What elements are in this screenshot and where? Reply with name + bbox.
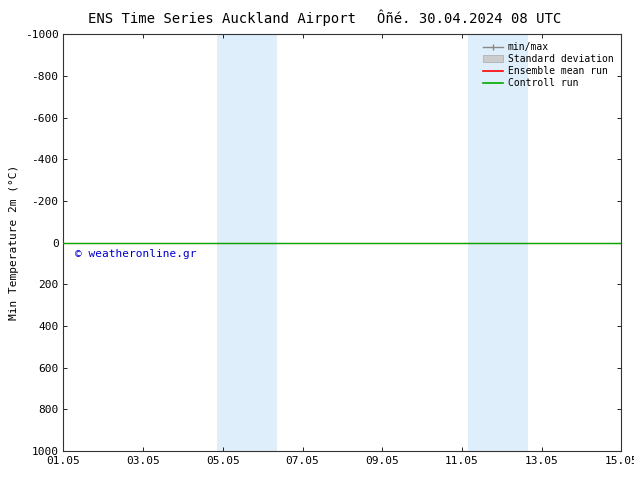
Bar (247, 34, 276, 451)
Y-axis label: Min Temperature 2m (°C): Min Temperature 2m (°C) (10, 165, 19, 320)
Text: Ôñé. 30.04.2024 08 UTC: Ôñé. 30.04.2024 08 UTC (377, 12, 561, 26)
Bar (468, 34, 498, 451)
Legend: min/max, Standard deviation, Ensemble mean run, Controll run: min/max, Standard deviation, Ensemble me… (481, 39, 616, 91)
Bar (217, 34, 247, 451)
Text: © weatheronline.gr: © weatheronline.gr (75, 249, 196, 259)
Bar (498, 34, 527, 451)
Text: ENS Time Series Auckland Airport: ENS Time Series Auckland Airport (88, 12, 356, 26)
